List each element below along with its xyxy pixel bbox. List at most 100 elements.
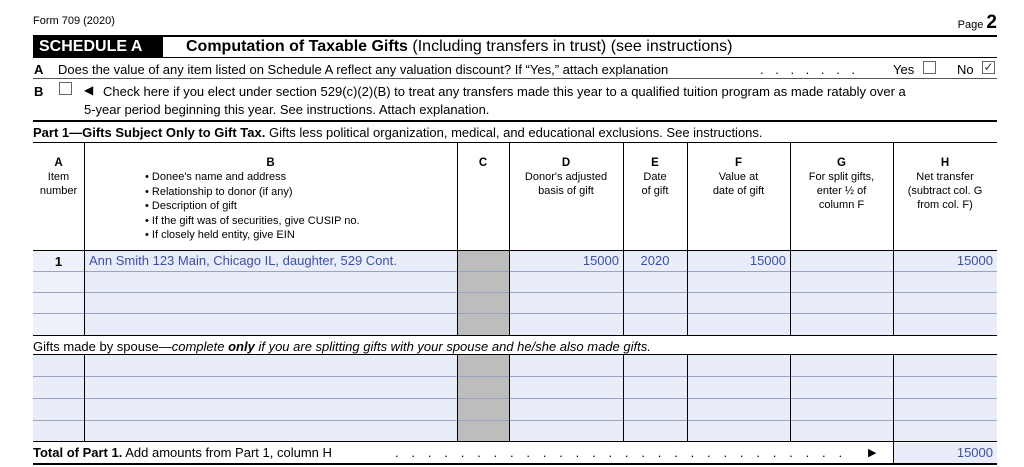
top-rule — [33, 35, 997, 37]
col-e-letter: E — [651, 157, 659, 169]
table2-row-rule — [33, 398, 997, 399]
line-b-letter: B — [34, 84, 44, 99]
col-f-letter: F — [734, 157, 743, 169]
col-h-line-3: from col. F) — [917, 199, 973, 211]
col-divider — [687, 355, 688, 441]
table2-top-rule — [33, 354, 997, 355]
title-rule — [33, 57, 997, 58]
col-f-line-2: date of gift — [712, 185, 765, 197]
col-b-bullet: • If closely held entity, give EIN — [145, 229, 295, 241]
total-label-bold: Total of Part 1. — [33, 445, 123, 460]
table1-row-rule — [33, 313, 997, 314]
schedule-title-bold: Computation of Taxable Gifts — [186, 38, 408, 55]
part1-title-rest: Gifts less political organization, medic… — [268, 125, 763, 140]
col-divider — [509, 143, 510, 335]
col-b-bullet: • Donee's name and address — [145, 171, 287, 183]
yes-checkbox[interactable] — [923, 61, 936, 74]
page-label: Page 2 — [958, 12, 997, 34]
col-g-line-1: For split gifts, — [808, 171, 875, 183]
row1-value-field[interactable]: 15000 — [749, 253, 786, 268]
line-b-text-1: Check here if you elect under section 52… — [103, 84, 906, 99]
col-d-letter: D — [561, 157, 571, 169]
col-b-bullet: • Relationship to donor (if any) — [145, 185, 293, 198]
table2-row-rule — [33, 376, 997, 377]
table1-row-rule — [33, 292, 997, 293]
table2-bottom-rule — [33, 441, 997, 442]
col-e-line-1: Date — [643, 171, 667, 183]
page-word: Page — [957, 19, 984, 31]
col-divider — [893, 143, 894, 335]
col-b-header: B — [84, 156, 457, 170]
table2-row-rule — [33, 420, 997, 421]
col-b-letter: B — [266, 157, 275, 169]
col-a-header: A Item number — [33, 156, 84, 198]
line-b-text-2: 5-year period beginning this year. See i… — [84, 102, 490, 117]
total-dots: . . . . . . . . . . . . . . . . . . . . … — [395, 445, 847, 460]
col-divider — [623, 355, 624, 441]
line-b-arrow-icon: ◀ — [84, 83, 94, 97]
total-bottom-rule — [33, 463, 997, 465]
schedule-tag-box: SCHEDULE A — [33, 37, 163, 57]
col-divider — [893, 355, 894, 465]
col-h-line-1: Net transfer — [916, 171, 974, 183]
yes-label: Yes — [893, 62, 915, 77]
col-divider — [84, 143, 85, 335]
col-g-header: G For split gifts, enter ½ of column F — [790, 156, 893, 212]
no-label: No — [957, 62, 974, 77]
col-d-header: D Donor's adjusted basis of gift — [509, 156, 623, 198]
row1-date-field[interactable]: 2020 — [640, 253, 670, 268]
part1-title: Part 1—Gifts Subject Only to Gift Tax. G… — [33, 125, 763, 140]
row1-item-number: 1 — [54, 254, 63, 269]
no-checkbox[interactable]: ✓ — [982, 60, 995, 74]
col-h-letter: H — [940, 157, 950, 169]
spouse-label-italic-1: complete — [171, 339, 229, 354]
line-b-checkbox[interactable] — [59, 82, 72, 95]
col-a-line-2: number — [39, 185, 78, 197]
col-c-header: C — [457, 156, 509, 170]
page-number: 2 — [986, 12, 997, 33]
table1-fill-b — [84, 251, 457, 335]
col-h-header: H Net transfer (subtract col. G from col… — [893, 156, 997, 212]
col-g-line-2: enter ½ of — [816, 185, 867, 197]
col-e-line-2: of gift — [641, 185, 669, 197]
col-h-line-2: (subtract col. G — [907, 185, 983, 197]
col-d-line-1: Donor's adjusted — [524, 171, 608, 183]
total-fill — [893, 443, 997, 463]
row1-donee-field[interactable]: Ann Smith 123 Main, Chicago IL, daughter… — [89, 253, 397, 268]
col-d-line-2: basis of gift — [538, 185, 594, 197]
line-b-rule — [33, 120, 997, 122]
table1-col-c-shade — [457, 251, 509, 335]
total-arrow-icon: ▶ — [868, 447, 877, 459]
col-divider — [687, 143, 688, 335]
col-divider — [790, 143, 791, 335]
col-a-line-1: Item — [47, 171, 70, 183]
col-divider — [790, 355, 791, 441]
col-divider — [623, 143, 624, 335]
col-e-header: E Date of gift — [623, 156, 687, 198]
schedule-title-rest: (Including transfers in trust) (see inst… — [412, 38, 733, 55]
col-g-line-3: column F — [818, 199, 865, 211]
row1-basis-field[interactable]: 15000 — [582, 253, 619, 268]
spouse-section-label: Gifts made by spouse—complete only if yo… — [33, 339, 651, 354]
col-a-letter: A — [54, 157, 63, 169]
col-divider — [457, 355, 458, 441]
spouse-label-pre: Gifts made by spouse— — [33, 339, 172, 354]
spouse-label-italic-2: if you are splitting gifts with your spo… — [254, 339, 651, 354]
form-id: Form 709 (2020) — [33, 15, 115, 27]
total-value-field[interactable]: 15000 — [956, 445, 993, 460]
table1-fill-dh — [509, 251, 997, 335]
col-divider — [509, 355, 510, 441]
row1-net-field[interactable]: 15000 — [956, 253, 993, 268]
col-f-line-1: Value at — [718, 171, 759, 183]
col-c-letter: C — [478, 157, 488, 169]
col-f-header: F Value at date of gift — [687, 156, 790, 198]
table1-fill-a — [33, 251, 84, 335]
line-a-text: Does the value of any item listed on Sch… — [58, 62, 669, 77]
line-a-letter: A — [34, 62, 44, 77]
col-divider — [84, 355, 85, 441]
line-a-dots: . . . . . . . — [760, 62, 859, 77]
total-label: Total of Part 1. Add amounts from Part 1… — [33, 445, 332, 460]
table1-bottom-rule — [33, 335, 997, 336]
schedule-title: Computation of Taxable Gifts (Including … — [186, 38, 733, 56]
col-b-bullets: • Donee's name and address • Relationshi… — [145, 170, 360, 243]
